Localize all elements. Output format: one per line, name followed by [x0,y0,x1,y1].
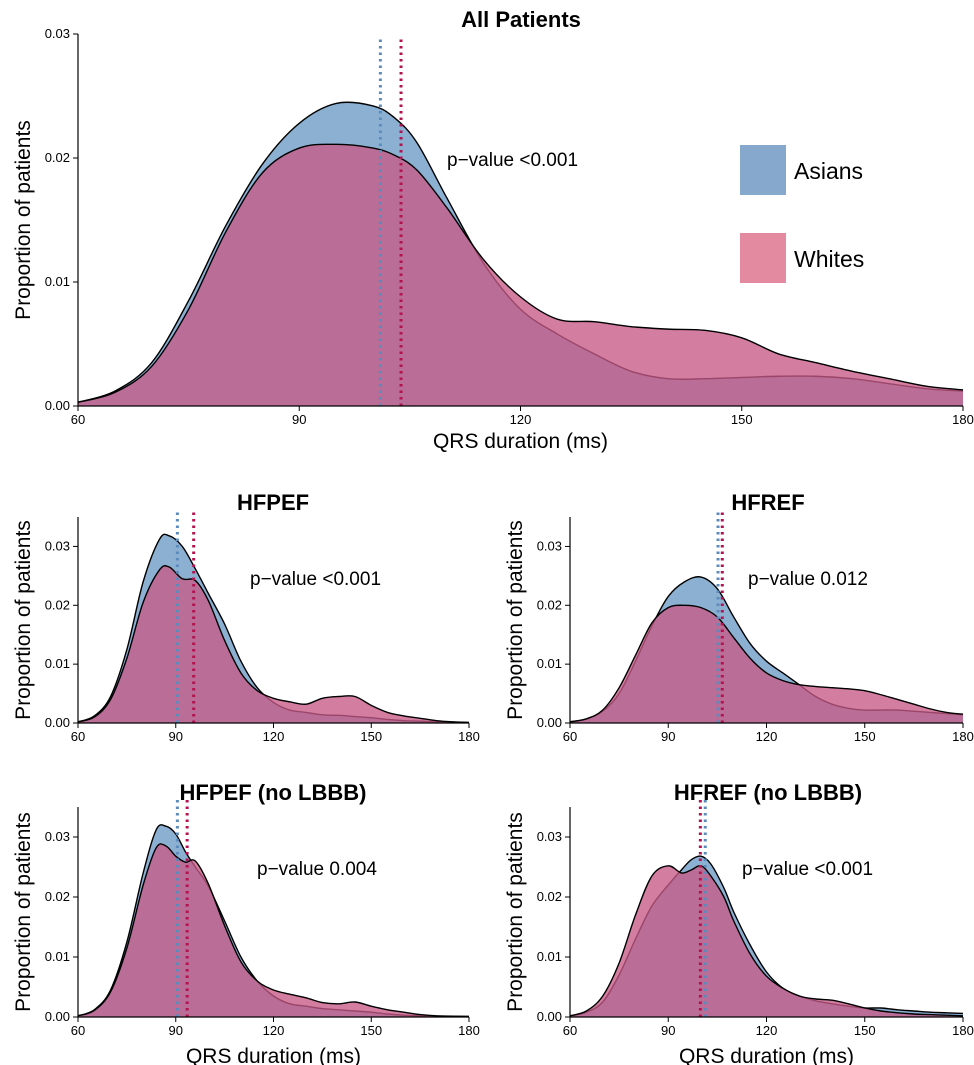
density-line-whites [569,604,964,723]
y-axis-label: Proportion of patients [504,520,527,720]
legend-swatch-asians [740,145,786,195]
y-tick-label: 0.02 [537,597,562,612]
p-value-annotation: p−value <0.001 [742,859,873,880]
density-area-whites [570,865,963,1017]
panel-hfref: 60 90 120 150 180 0.00 0.01 0.02 0.03 HFREF p−valu… [504,490,974,744]
y-tick-label: 0.03 [45,538,70,553]
density-area-whites [78,565,469,723]
chart-title: HFPEF (no LBBB) [180,780,367,805]
density-line-whites [569,864,964,1017]
legend-swatch-whites [740,233,786,283]
x-tick-label: 150 [360,729,382,744]
y-tick-label: 0.01 [537,656,562,671]
y-tick-label: 0.01 [45,274,70,289]
x-tick-label: 90 [169,729,183,744]
p-value-annotation: p−value <0.001 [447,150,578,171]
x-tick-label: 90 [292,412,306,427]
legend-label-asians: Asians [794,158,863,184]
x-tick-label: 150 [360,1023,382,1038]
density-area-whites [78,144,963,406]
p-value-annotation: p−value 0.004 [257,859,377,880]
legend: Asians Whites [740,145,864,283]
x-tick-label: 60 [71,729,85,744]
x-tick-label: 120 [263,1023,285,1038]
density-line-whites [77,843,470,1018]
x-axis-label: QRS duration (ms) [186,1045,361,1065]
x-tick-label: 120 [756,729,778,744]
chart-title: HFREF (no LBBB) [674,780,862,805]
x-tick-label: 180 [458,1023,480,1038]
x-tick-label: 150 [854,1023,876,1038]
x-tick-label: 90 [661,729,675,744]
density-area-whites [78,843,469,1017]
x-tick-label: 90 [169,1023,183,1038]
panel-hfpef-no-lbbb: 60 90 120 150 180 0.00 0.01 0.02 0.03 HFPEF (no L… [12,780,480,1065]
y-tick-label: 0.00 [45,1009,70,1024]
y-tick-label: 0.02 [537,889,562,904]
y-tick-label: 0.01 [45,656,70,671]
chart-title: All Patients [461,7,581,32]
x-tick-label: 120 [756,1023,778,1038]
chart-title: HFREF [731,490,804,515]
x-tick-label: 180 [952,729,974,744]
y-tick-label: 0.00 [537,715,562,730]
y-tick-label: 0.01 [537,949,562,964]
y-tick-label: 0.03 [45,829,70,844]
x-axis-label: QRS duration (ms) [679,1045,854,1065]
density-line-whites [77,565,470,724]
p-value-annotation: p−value 0.012 [748,569,868,590]
y-tick-label: 0.02 [45,150,70,165]
x-tick-label: 60 [71,1023,85,1038]
y-tick-label: 0.01 [45,949,70,964]
y-tick-label: 0.02 [45,889,70,904]
y-tick-label: 0.03 [537,538,562,553]
x-tick-label: 90 [661,1023,675,1038]
y-tick-label: 0.03 [45,26,70,41]
y-axis-label: Proportion of patients [12,120,35,320]
x-tick-label: 60 [563,729,577,744]
y-tick-label: 0.00 [45,715,70,730]
x-tick-label: 60 [71,412,85,427]
x-tick-label: 180 [952,1023,974,1038]
legend-label-whites: Whites [794,246,864,272]
x-tick-label: 60 [563,1023,577,1038]
panel-hfpef: 60 90 120 150 180 0.00 0.01 0.02 0.03 HFPEF p−valu… [12,490,480,744]
y-tick-label: 0.00 [537,1009,562,1024]
x-tick-label: 180 [952,412,974,427]
x-tick-label: 150 [854,729,876,744]
y-axis-label: Proportion of patients [12,520,35,720]
chart-title: HFPEF [237,490,309,515]
x-tick-label: 150 [731,412,753,427]
y-tick-label: 0.00 [45,398,70,413]
panel-hfref-no-lbbb: 60 90 120 150 180 0.00 0.01 0.02 0.03 HFREF (no L… [504,780,974,1065]
density-area-whites [570,605,963,723]
y-axis-label: Proportion of patients [504,812,527,1012]
x-tick-label: 120 [510,412,532,427]
y-tick-label: 0.03 [537,829,562,844]
x-tick-label: 120 [263,729,285,744]
panel-all-patients: 60 90 120 150 180 0.00 0.01 0.02 0.03 All Patient… [12,7,974,453]
y-tick-label: 0.02 [45,597,70,612]
p-value-annotation: p−value <0.001 [250,569,381,590]
x-tick-label: 180 [458,729,480,744]
density-line-whites [77,143,964,403]
x-axis-label: QRS duration (ms) [433,430,608,453]
y-axis-label: Proportion of patients [12,812,35,1012]
